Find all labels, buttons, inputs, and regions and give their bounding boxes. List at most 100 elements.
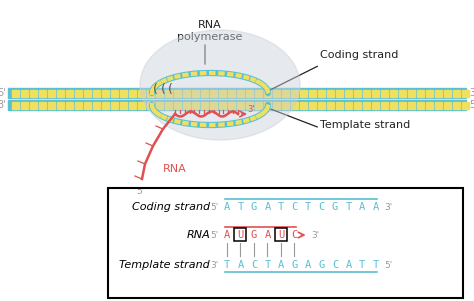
Text: RNA: RNA [186,230,210,240]
Bar [345,89,352,97]
Text: T: T [264,260,271,270]
Bar [235,228,246,241]
Text: RNA: RNA [163,164,187,174]
Bar [66,101,73,108]
Bar [453,89,460,97]
Text: $\mathit{(}$: $\mathit{(}$ [152,81,158,96]
Text: C: C [332,260,338,270]
Text: A: A [224,230,230,240]
Text: A: A [224,202,230,212]
Text: T: T [224,260,230,270]
Bar [444,89,451,97]
Bar [84,101,91,108]
Text: G: G [319,260,325,270]
Bar [75,101,82,108]
Text: G: G [251,230,257,240]
Bar [237,89,244,97]
Bar [363,89,370,97]
Bar [228,89,235,97]
Text: T: T [278,202,284,212]
Bar [8,100,466,110]
Text: A: A [237,260,244,270]
Bar [372,89,379,97]
Bar [174,101,181,108]
Bar [12,89,19,97]
Text: T: T [346,202,352,212]
Bar [39,89,46,97]
Bar [426,101,433,108]
Bar [111,101,118,108]
Text: 5': 5' [211,203,219,212]
Text: Coding strand: Coding strand [132,202,210,212]
Bar [57,89,64,97]
Bar [372,101,379,108]
Text: 5': 5' [136,187,144,196]
Bar [255,101,262,108]
Bar [426,89,433,97]
Bar [102,101,109,108]
Bar [390,101,397,108]
Bar [381,101,388,108]
Text: A: A [305,260,311,270]
Bar [345,101,352,108]
Bar [273,89,280,97]
Bar [453,101,460,108]
Bar [363,101,370,108]
Text: C: C [319,202,325,212]
Bar [120,89,127,97]
Bar [57,101,64,108]
Text: G: G [251,202,257,212]
Bar [408,101,415,108]
Bar [93,89,100,97]
Bar [174,89,181,97]
Bar [417,89,424,97]
Bar [111,89,118,97]
Bar [201,89,208,97]
Bar [21,101,28,108]
Bar [210,89,217,97]
Bar [408,89,415,97]
Text: A: A [359,202,365,212]
Text: 5': 5' [384,260,393,269]
Bar [156,101,163,108]
Bar [201,101,208,108]
Bar [228,101,235,108]
Bar [183,89,190,97]
Bar [390,89,397,97]
Bar [318,101,325,108]
Text: T: T [359,260,365,270]
Bar [300,101,307,108]
Bar [237,101,244,108]
Bar [156,89,163,97]
Text: C: C [251,260,257,270]
Bar [300,89,307,97]
Bar [30,101,37,108]
Bar [30,89,37,97]
Bar [282,89,289,97]
Bar [120,101,127,108]
Bar [48,101,55,108]
Text: 5': 5' [211,231,219,240]
Text: $\mathit{(}$: $\mathit{(}$ [167,81,173,96]
Bar [354,101,361,108]
Bar [183,101,190,108]
Text: Template strand: Template strand [320,120,410,130]
Bar [8,88,466,98]
Bar [444,101,451,108]
Bar [84,89,91,97]
Bar [282,101,289,108]
Bar [255,89,262,97]
Text: A: A [264,202,271,212]
Text: 3': 3' [469,88,474,98]
Text: 3': 3' [0,100,6,110]
Bar [219,101,226,108]
Bar [462,89,469,97]
Bar [327,89,334,97]
Bar [21,89,28,97]
Text: RNA
polymerase: RNA polymerase [177,20,243,42]
Bar [48,89,55,97]
Text: 3': 3' [211,260,219,269]
Bar [462,101,469,108]
Text: T: T [237,202,244,212]
Ellipse shape [140,30,300,140]
